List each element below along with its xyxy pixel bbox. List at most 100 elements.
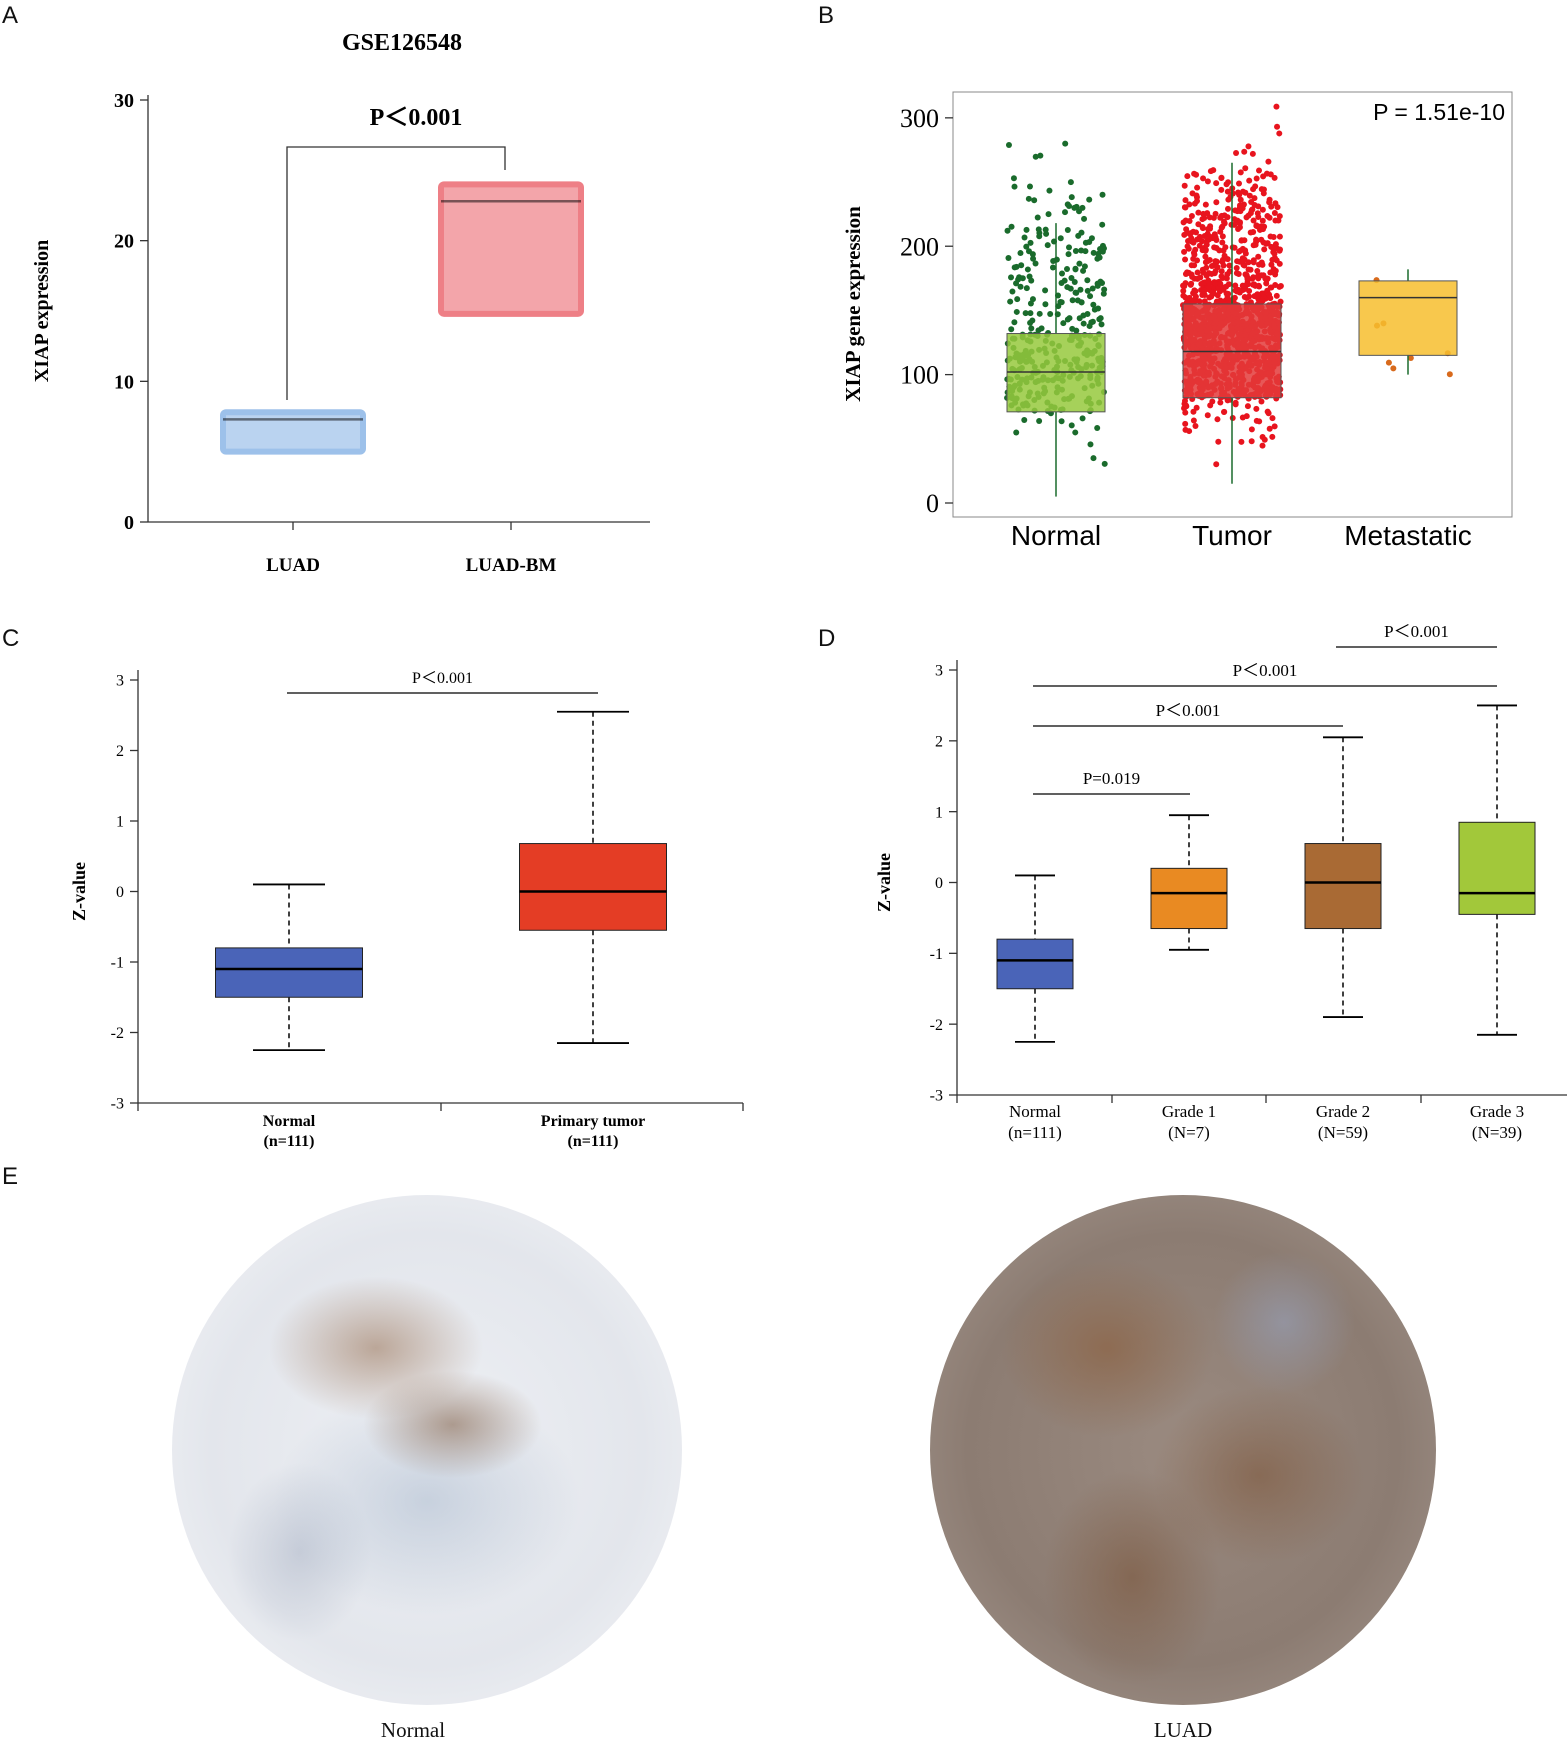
data-point (1059, 270, 1066, 277)
data-point (1209, 290, 1216, 297)
data-point (1272, 217, 1279, 224)
data-point (1256, 167, 1263, 174)
data-point (1072, 429, 1079, 436)
category-count-label: (N=59) (1318, 1123, 1368, 1142)
data-point (1184, 243, 1191, 250)
p-value-label: P＜0.001 (412, 670, 473, 687)
data-point (1247, 210, 1254, 217)
data-point (1055, 303, 1062, 310)
data-point (1199, 225, 1206, 232)
data-point (1217, 399, 1224, 406)
data-point (1049, 264, 1056, 271)
y-axis-label: XIAP gene expression (841, 206, 865, 402)
panel-letter-b: B (818, 2, 835, 29)
data-point (1025, 195, 1032, 202)
data-point (1208, 262, 1215, 269)
data-point (1258, 259, 1265, 266)
data-point (1084, 287, 1091, 294)
data-point (1250, 259, 1257, 266)
data-point (1100, 290, 1107, 297)
data-point (1244, 281, 1251, 288)
data-point (1066, 202, 1073, 209)
data-point (1191, 170, 1198, 177)
data-point (1008, 326, 1015, 333)
data-point (1214, 416, 1221, 423)
data-point (1264, 275, 1271, 282)
data-point (1225, 196, 1232, 203)
p-value-label: P=0.019 (1083, 769, 1140, 788)
data-point (1259, 226, 1266, 233)
data-point (1199, 266, 1206, 273)
data-point (1094, 425, 1101, 432)
data-point (1008, 223, 1015, 230)
data-point (1219, 233, 1226, 240)
data-point (1099, 280, 1106, 287)
data-point (1236, 180, 1243, 187)
data-point (1236, 248, 1243, 255)
data-point (1086, 196, 1093, 203)
data-point (1239, 414, 1246, 421)
data-point (1014, 296, 1021, 303)
data-point (1181, 283, 1188, 290)
y-tick-label: 1 (935, 804, 943, 821)
data-point (1094, 282, 1101, 289)
data-point (1068, 194, 1075, 201)
data-point (1026, 183, 1033, 190)
data-point (1067, 179, 1074, 186)
data-point (1091, 306, 1098, 313)
data-point (1201, 232, 1208, 239)
data-point (1064, 227, 1071, 234)
panel-letter-d: D (818, 625, 836, 652)
data-point (1194, 275, 1201, 282)
data-point (1244, 403, 1251, 410)
box-normal (996, 938, 1074, 990)
data-point (1276, 233, 1283, 240)
y-tick-label: 30 (114, 90, 134, 112)
box-grade-2 (1304, 843, 1382, 930)
data-point (1204, 258, 1211, 265)
data-point (1005, 142, 1012, 149)
data-point (1099, 221, 1106, 228)
data-point (1042, 301, 1049, 308)
data-point (1249, 150, 1256, 157)
data-point (1253, 222, 1260, 229)
data-point (1096, 254, 1103, 261)
data-point (1038, 325, 1045, 332)
data-point (1213, 180, 1220, 187)
data-point (1057, 235, 1064, 242)
data-point (1248, 438, 1255, 445)
data-point (1226, 262, 1233, 269)
data-point (1090, 455, 1097, 462)
data-point (1236, 220, 1243, 227)
data-point (1238, 438, 1245, 445)
data-point (1229, 190, 1236, 197)
data-point (1089, 318, 1096, 325)
box-luad (220, 409, 366, 455)
data-point (1201, 287, 1208, 294)
data-point (1030, 255, 1037, 262)
category-label: Metastatic (1344, 520, 1472, 551)
data-point (1183, 403, 1190, 410)
data-point (1073, 289, 1080, 296)
data-point (1072, 248, 1079, 255)
data-point (1068, 274, 1075, 281)
data-point (1182, 197, 1189, 204)
data-point (1071, 278, 1078, 285)
data-point (1272, 271, 1279, 278)
data-point (1084, 277, 1091, 284)
data-point (1218, 268, 1225, 275)
data-point (1277, 283, 1284, 290)
data-point (1087, 293, 1094, 300)
p-value-label: P＜0.001 (1156, 701, 1221, 720)
data-point (1190, 408, 1197, 415)
data-point (1028, 325, 1035, 332)
data-point (1069, 297, 1076, 304)
category-count-label: (N=7) (1168, 1123, 1210, 1142)
data-point (1271, 209, 1278, 216)
data-point (1011, 183, 1018, 190)
data-point (1066, 315, 1073, 322)
data-point (1190, 417, 1197, 424)
data-point (1217, 297, 1224, 304)
data-point (1219, 239, 1226, 246)
data-point (1267, 171, 1274, 178)
